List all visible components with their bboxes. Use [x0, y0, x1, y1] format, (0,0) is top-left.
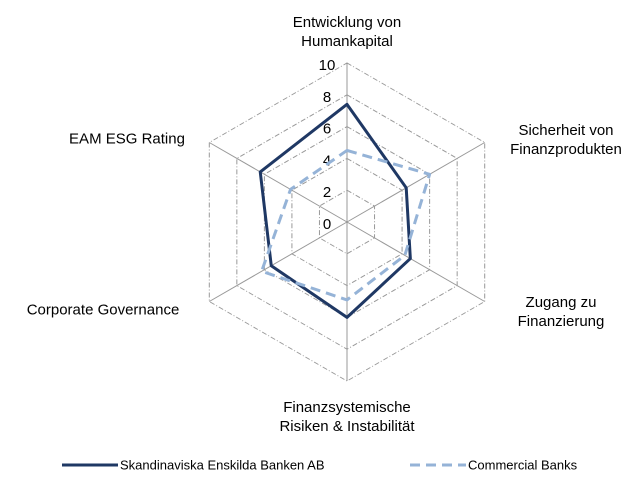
legend-label: Skandinaviska Enskilda Banken AB — [120, 457, 325, 472]
category-label: Corporate Governance — [26, 301, 180, 319]
r-tick-label: 6 — [323, 121, 331, 138]
legend-label: Commercial Banks — [468, 457, 578, 472]
axis-line — [209, 142, 348, 223]
r-tick-label: 2 — [323, 184, 331, 201]
series-line — [260, 148, 432, 302]
category-label: EAM ESG Rating — [69, 130, 185, 148]
category-label: Zugang zu Finanzierung — [517, 294, 605, 330]
r-tick-label: 4 — [323, 152, 331, 169]
category-label: Sicherheit von Finanzprodukten — [510, 122, 622, 158]
axis-line — [209, 221, 348, 302]
category-label: Finanzsystemische Risiken & Instabilität — [279, 399, 415, 435]
r-tick-label: 10 — [319, 57, 336, 74]
r-tick-label: 0 — [323, 216, 331, 233]
r-tick-label: 8 — [323, 89, 331, 106]
category-label: Entwicklung von Humankapital — [292, 14, 402, 50]
axis-line — [346, 221, 485, 302]
axis-line — [346, 142, 485, 223]
series-line — [258, 102, 412, 319]
